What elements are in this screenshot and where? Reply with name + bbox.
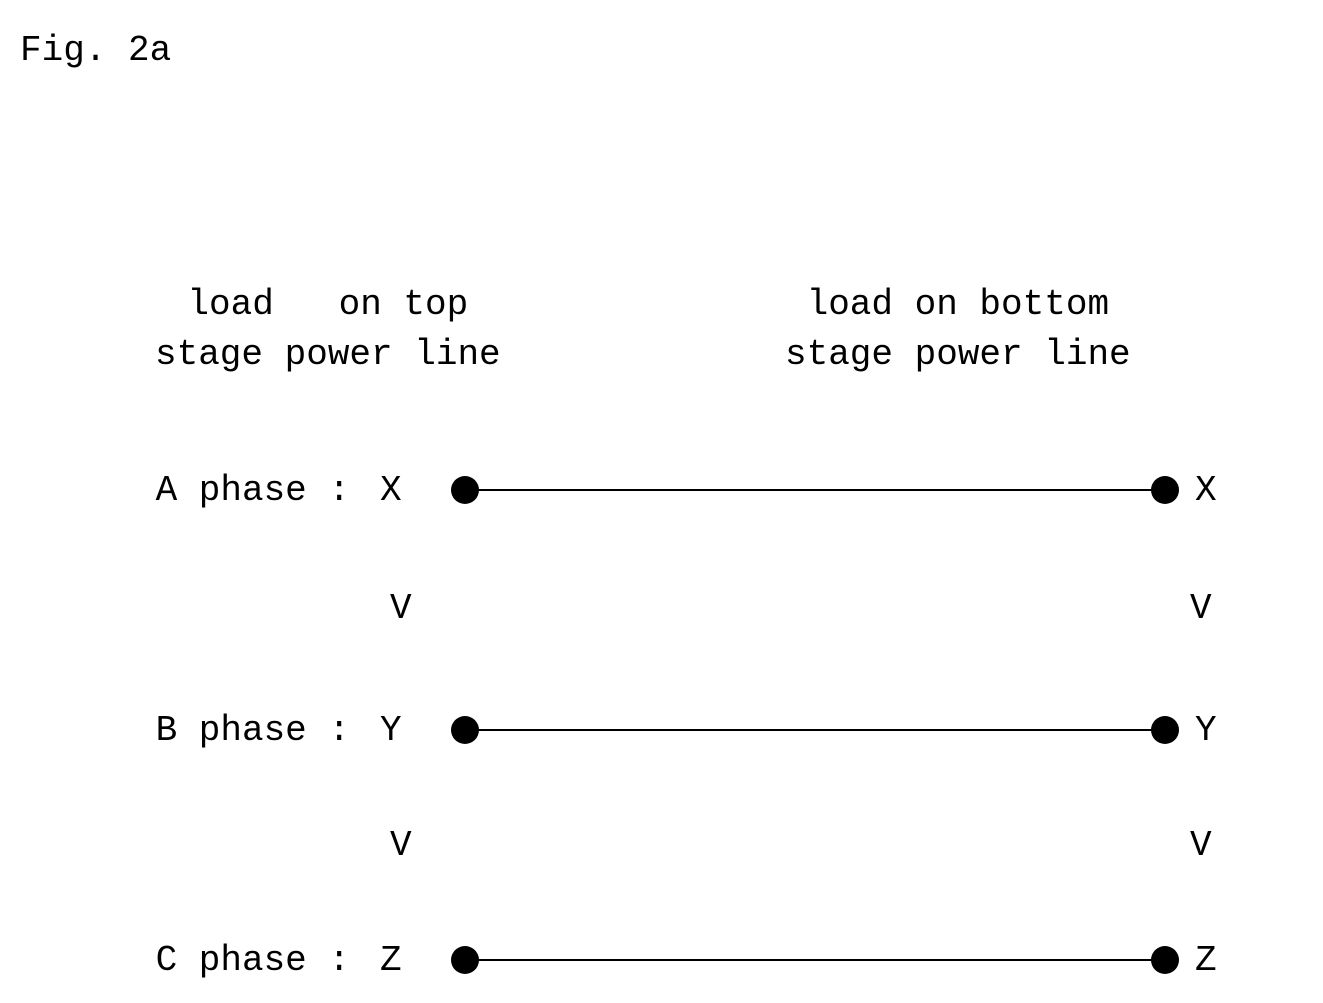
phase-b-node-left (451, 716, 479, 744)
diagram-svg (0, 0, 1323, 1003)
phase-a-node-right (1151, 476, 1179, 504)
phase-c-node-right (1151, 946, 1179, 974)
phase-c-node-left (451, 946, 479, 974)
phase-b-node-right (1151, 716, 1179, 744)
phase-a-node-left (451, 476, 479, 504)
